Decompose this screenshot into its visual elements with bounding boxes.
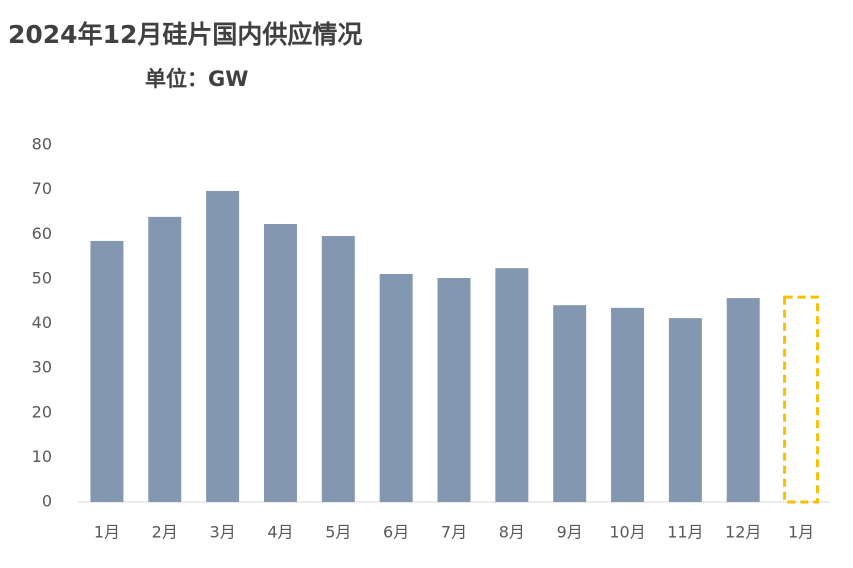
y-tick-label: 70 bbox=[32, 179, 52, 198]
y-tick-label: 0 bbox=[42, 492, 52, 511]
bar bbox=[90, 240, 124, 502]
y-tick-label: 50 bbox=[32, 268, 52, 287]
x-tick-label: 10月 bbox=[609, 523, 645, 542]
x-tick-label: 6月 bbox=[383, 523, 409, 542]
bar bbox=[263, 223, 297, 502]
bar bbox=[437, 277, 471, 502]
bar bbox=[668, 318, 702, 502]
x-tick-label: 12月 bbox=[725, 523, 761, 542]
bar bbox=[611, 307, 645, 502]
bar-placeholder bbox=[783, 295, 820, 504]
x-tick-label: 11月 bbox=[667, 523, 703, 542]
bar bbox=[379, 273, 413, 502]
x-tick-label: 8月 bbox=[499, 523, 525, 542]
bar bbox=[726, 298, 760, 502]
y-tick-label: 40 bbox=[32, 313, 52, 332]
bar bbox=[495, 268, 529, 502]
y-tick-label: 80 bbox=[32, 135, 52, 154]
chart-subtitle: 单位：GW bbox=[145, 67, 248, 91]
y-tick-label: 60 bbox=[32, 224, 52, 243]
x-tick-label: 4月 bbox=[267, 523, 293, 542]
x-tick-label: 1月 bbox=[788, 523, 814, 542]
x-tick-label: 7月 bbox=[441, 523, 467, 542]
bar bbox=[553, 305, 587, 502]
bar bbox=[206, 190, 240, 502]
bar bbox=[321, 236, 355, 502]
x-tick-label: 1月 bbox=[94, 523, 120, 542]
y-tick-label: 30 bbox=[32, 358, 52, 377]
x-tick-label: 2月 bbox=[152, 523, 178, 542]
chart-title: 2024年12月硅片国内供应情况 bbox=[8, 20, 362, 49]
x-tick-label: 3月 bbox=[210, 523, 236, 542]
x-tick-label: 9月 bbox=[557, 523, 583, 542]
y-tick-label: 20 bbox=[32, 402, 52, 421]
bar bbox=[148, 216, 182, 502]
x-tick-label: 5月 bbox=[325, 523, 351, 542]
y-tick-label: 10 bbox=[32, 447, 52, 466]
